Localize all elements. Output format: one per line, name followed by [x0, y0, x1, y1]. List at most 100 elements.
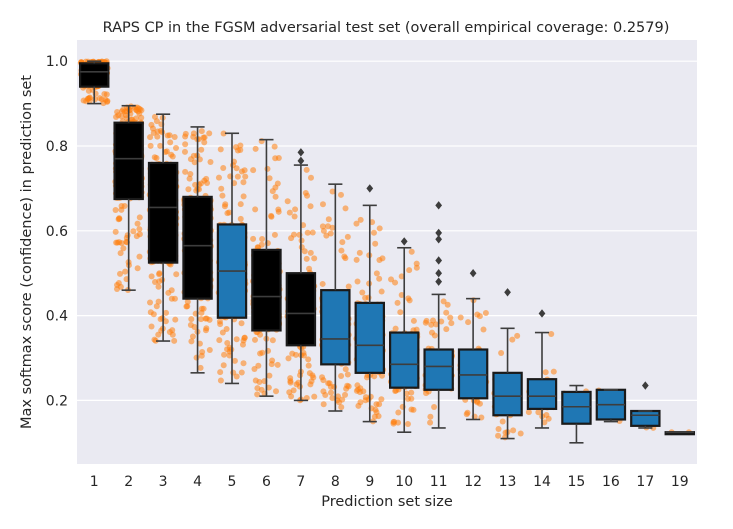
data-point: [136, 214, 143, 221]
data-point: [171, 295, 178, 302]
data-point: [197, 364, 204, 371]
data-point: [474, 399, 481, 406]
data-point: [188, 338, 195, 345]
data-point: [182, 168, 189, 175]
data-point: [433, 321, 440, 328]
data-point: [238, 369, 245, 376]
data-point: [155, 331, 162, 338]
data-point: [362, 397, 369, 404]
data-point: [457, 314, 464, 321]
data-point: [171, 134, 178, 141]
data-point: [406, 267, 413, 274]
data-point: [147, 134, 154, 141]
data-point: [344, 371, 351, 378]
data-point: [136, 253, 143, 260]
outlier-marker: [435, 277, 443, 286]
data-point: [126, 107, 133, 114]
data-point: [535, 409, 542, 416]
data-point: [392, 325, 399, 332]
data-point: [272, 155, 279, 162]
data-point: [181, 148, 188, 155]
data-point: [231, 357, 238, 364]
y-tick-label: 0.8: [46, 139, 68, 155]
data-point: [153, 118, 160, 125]
x-tick-label: 14: [533, 474, 551, 490]
data-point: [509, 336, 516, 343]
data-point: [495, 432, 502, 439]
data-point: [216, 337, 223, 344]
data-point: [413, 260, 420, 267]
data-point: [359, 289, 366, 296]
x-axis-ticks: 1 2 3 4 5 6 7 8 9 10 11 12 13 14 15 16 17 19: [90, 474, 689, 490]
data-point: [187, 170, 194, 177]
data-point: [207, 159, 214, 166]
outlier-marker: [641, 381, 649, 390]
plot-background: [77, 40, 697, 464]
data-point: [221, 203, 228, 210]
data-point: [240, 360, 247, 367]
data-point: [169, 153, 176, 160]
data-point: [410, 406, 417, 413]
data-point: [410, 317, 417, 324]
data-point: [292, 351, 299, 358]
data-point: [309, 229, 316, 236]
data-point: [325, 216, 332, 223]
data-point: [392, 279, 399, 286]
data-point: [542, 369, 549, 376]
data-point: [303, 255, 310, 262]
data-point: [447, 314, 454, 321]
data-point: [438, 318, 445, 325]
data-point: [250, 167, 257, 174]
data-point: [286, 209, 293, 216]
data-point: [215, 174, 222, 181]
data-point: [217, 146, 224, 153]
data-point: [427, 419, 434, 426]
data-point: [157, 142, 164, 149]
data-point: [431, 404, 438, 411]
data-point: [291, 213, 298, 220]
data-point: [85, 87, 92, 94]
data-point: [136, 226, 143, 233]
data-point: [237, 201, 244, 208]
data-point: [152, 278, 159, 285]
data-point: [198, 352, 205, 359]
x-tick-label: 6: [262, 474, 271, 490]
data-point: [182, 141, 189, 148]
data-point: [548, 331, 555, 338]
data-point: [202, 327, 209, 334]
data-point: [156, 271, 163, 278]
box-category-4: [182, 195, 213, 300]
outlier-marker: [435, 269, 443, 278]
data-point: [525, 409, 532, 416]
x-tick-label: 15: [568, 474, 586, 490]
data-point: [288, 235, 295, 242]
box-category-11: [423, 348, 454, 391]
x-tick-label: 19: [671, 474, 689, 490]
data-point: [218, 185, 225, 192]
box-category-9: [354, 301, 385, 374]
data-point: [252, 206, 259, 213]
data-point: [240, 179, 247, 186]
data-point: [259, 235, 266, 242]
data-point: [150, 311, 157, 318]
data-point: [183, 303, 190, 310]
data-point: [398, 291, 405, 298]
data-point: [201, 134, 208, 141]
x-tick-label: 12: [464, 474, 482, 490]
data-point: [413, 264, 420, 271]
data-point: [297, 372, 304, 379]
data-point: [311, 393, 318, 400]
x-tick-label: 2: [124, 474, 133, 490]
data-point: [285, 355, 292, 362]
data-point: [398, 273, 405, 280]
x-tick-label: 10: [395, 474, 413, 490]
data-point: [292, 206, 299, 213]
data-point: [329, 395, 336, 402]
data-point: [241, 167, 248, 174]
data-point: [394, 299, 401, 306]
box-category-13: [492, 371, 523, 417]
data-point: [138, 107, 145, 114]
data-point: [233, 373, 240, 380]
data-point: [307, 203, 314, 210]
data-point: [198, 305, 205, 312]
